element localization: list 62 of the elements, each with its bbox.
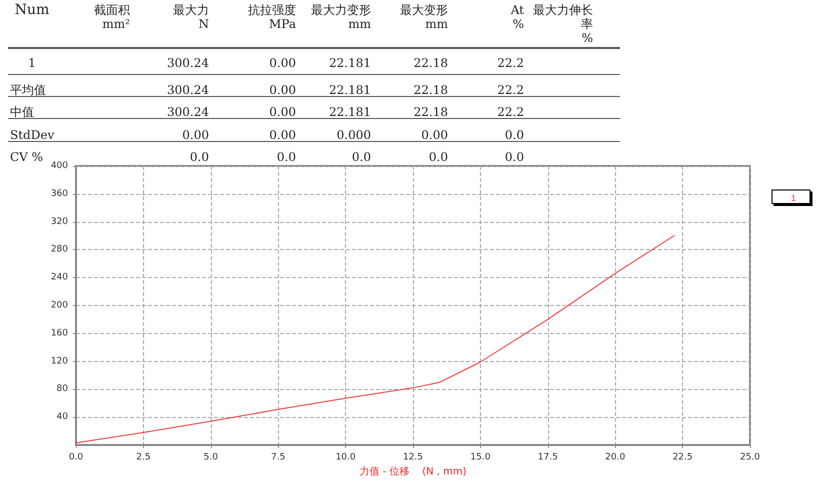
text: Num (14, 2, 50, 18)
text: 22.18 (414, 83, 448, 97)
text: 300.24 (167, 56, 209, 70)
x-tick-label: 15.0 (470, 452, 491, 462)
text: StdDev (10, 128, 54, 142)
text: 最大力 N (173, 3, 209, 31)
text: At % (510, 3, 524, 31)
text: 0.000 (336, 128, 371, 142)
y-tick-label: 200 (50, 300, 68, 310)
text: 最大力伸长率 % (532, 3, 593, 45)
text: 抗拉强度 MPa (248, 3, 296, 31)
text: 最大变形 mm (400, 3, 448, 31)
y-tick-label: 320 (50, 216, 68, 227)
y-tick-label: 400 (50, 161, 68, 171)
x-axis-title: 力值 - 位移 (N , mm) (360, 466, 467, 478)
y-tick-label: 40 (56, 412, 68, 422)
text: 1 (790, 193, 796, 203)
text: 22.181 (329, 56, 371, 70)
text: 0.00 (421, 128, 448, 142)
y-tick-label: 240 (50, 272, 68, 283)
y-tick-label: 280 (50, 244, 68, 255)
text: 0.0 (352, 150, 371, 164)
line-series (76, 235, 674, 444)
y-tick-label: 120 (50, 356, 68, 366)
text: 22.181 (329, 83, 371, 97)
x-tick-label: 17.5 (538, 452, 558, 462)
text: 0.0 (276, 150, 296, 164)
x-tick-label: 2.5 (136, 452, 151, 462)
text: 0.00 (269, 105, 296, 119)
text: 0.00 (269, 83, 296, 97)
text: 0.0 (504, 150, 524, 164)
text: 22.18 (414, 105, 448, 119)
x-tick-label: 12.5 (402, 452, 424, 462)
text: 22.2 (497, 105, 524, 119)
text: 0.00 (269, 128, 296, 142)
text: 22.181 (329, 105, 371, 119)
y-tick-label: 160 (50, 328, 68, 338)
text: 0.0 (428, 150, 448, 164)
text: 0.00 (269, 56, 296, 70)
x-tick-label: 7.5 (271, 452, 286, 462)
text: 0.0 (190, 150, 209, 164)
x-tick-label: 25.0 (740, 452, 760, 462)
text: 22.2 (497, 56, 524, 70)
text: 300.24 (167, 83, 209, 97)
x-tick-label: 20.0 (605, 452, 626, 462)
text: CV % (10, 150, 44, 164)
x-tick-label: 0.0 (68, 452, 84, 462)
text: 22.18 (414, 56, 448, 70)
x-tick-label: 5.0 (204, 452, 218, 462)
text: 0.0 (504, 128, 524, 142)
text: 0.00 (182, 128, 209, 142)
x-tick-label: 22.5 (672, 452, 693, 462)
text: 22.2 (497, 83, 524, 97)
text: 平均值 (10, 83, 46, 97)
text: 1 (27, 56, 37, 70)
text: 截面积 mm² (94, 3, 130, 31)
x-tick-label: 10.0 (336, 452, 356, 462)
text: 300.24 (167, 105, 209, 119)
y-tick-label: 80 (56, 384, 68, 394)
y-tick-label: 360 (50, 188, 68, 199)
text: 最大力变形 mm (311, 3, 371, 31)
text: 中值 (10, 105, 34, 119)
